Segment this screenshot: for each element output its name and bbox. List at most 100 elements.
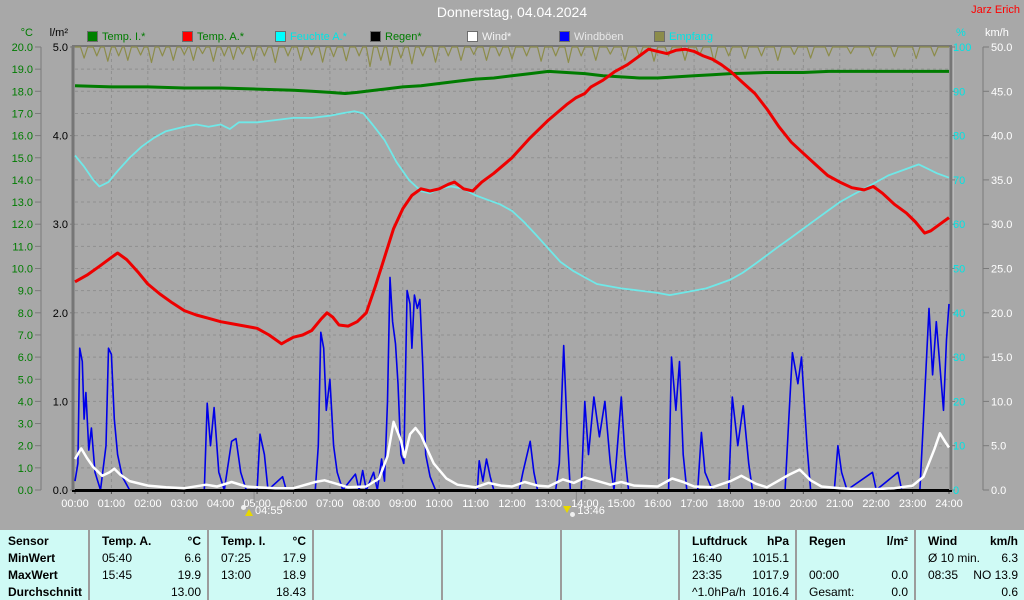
- x-axis-label: 12:00: [498, 498, 526, 510]
- column-unit: km/h: [989, 534, 1018, 548]
- x-axis-label: 22:00: [862, 498, 890, 510]
- x-axis-label: 00:00: [61, 498, 89, 510]
- temp-axis-label: 17.0: [12, 108, 33, 120]
- moonrise-icon: [241, 504, 254, 517]
- legend-item-windböen: Windböen: [559, 30, 624, 43]
- x-axis-label: 06:00: [280, 498, 308, 510]
- cell-time: 08:35: [928, 568, 959, 582]
- legend-swatch: [467, 31, 478, 42]
- legend-swatch: [370, 31, 381, 42]
- humidity-axis-header: %: [956, 27, 966, 39]
- table-column-header: Temp. I. °C: [209, 533, 312, 550]
- table-empty-column: [560, 530, 678, 600]
- table-cell: 15:45 19.9: [90, 567, 207, 584]
- cell-value: 13.00: [170, 585, 201, 599]
- series-feuchte-a--line: [74, 110, 950, 297]
- temp-axis-label: 15.0: [12, 153, 33, 165]
- temp-axis-label: 10.0: [12, 264, 33, 276]
- column-name: Temp. I.: [221, 534, 266, 548]
- humidity-axis-label: 70: [953, 175, 965, 187]
- moon-icon: [570, 512, 576, 517]
- x-axis-label: 14:00: [571, 498, 599, 510]
- rain-axis-label: 2.0: [53, 308, 68, 320]
- table-row-label: MinWert: [8, 551, 56, 565]
- temp-axis-label: 16.0: [12, 131, 33, 143]
- humidity-axis-label: 30: [953, 352, 965, 364]
- table-cell: ^1.0hPa/h 1016.4: [680, 584, 795, 600]
- legend-label: Temp. A.*: [197, 30, 245, 43]
- table-cell: 0.6: [916, 584, 1024, 600]
- x-axis-label: 10:00: [425, 498, 453, 510]
- x-axis-label: 05:00: [243, 498, 271, 510]
- x-axis-label: 16:00: [644, 498, 672, 510]
- temp-axis-label: 6.0: [18, 352, 33, 364]
- x-axis-label: 04:00: [207, 498, 235, 510]
- x-axis-label: 08:00: [353, 498, 381, 510]
- table-cell: 05:40 6.6: [90, 550, 207, 567]
- x-axis-label: 18:00: [717, 498, 745, 510]
- x-axis-label: 15:00: [607, 498, 635, 510]
- moon-icon: [241, 505, 247, 510]
- temp-axis-label: 13.0: [12, 197, 33, 209]
- table-cell: 16:40 1015.1: [680, 550, 795, 567]
- legend-swatch: [654, 31, 665, 42]
- legend-item-wind-: Wind*: [467, 30, 512, 43]
- temp-axis-label: 7.0: [18, 330, 33, 342]
- cell-time: 00:00: [809, 568, 840, 582]
- marker-time-label: 04:55: [255, 504, 283, 517]
- temp-axis-label: 19.0: [12, 64, 33, 76]
- windspeed-axis-label: 30.0: [991, 219, 1012, 231]
- temp-axis-label: 12.0: [12, 219, 33, 231]
- temp-axis-label: 5.0: [18, 374, 33, 386]
- cell-time: 23:35: [692, 568, 723, 582]
- rain-axis-label: 0.0: [53, 485, 68, 497]
- x-axis-label: 02:00: [134, 498, 162, 510]
- cell-value: NO 13.9: [973, 568, 1018, 582]
- humidity-axis-label: 100: [953, 42, 971, 54]
- table-row-label: Sensor: [8, 534, 49, 548]
- x-axis-label: 19:00: [753, 498, 781, 510]
- table-cell: 13:00 18.9: [209, 567, 312, 584]
- stats-table: Sensor MinWert MaxWert Durchschnitt Temp. A.…: [0, 530, 1024, 600]
- table-cell: 18.43: [209, 584, 312, 600]
- table-column-regen: Regen l/m² 00:00 0.0 Gesamt: 0.0: [795, 530, 914, 600]
- column-unit: l/m²: [886, 534, 908, 548]
- x-axis-label: 13:00: [535, 498, 563, 510]
- x-axis-label: 11:00: [462, 498, 489, 510]
- windspeed-axis-header: km/h: [985, 27, 1009, 39]
- humidity-axis-label: 60: [953, 219, 965, 231]
- series-temp-a--line: [74, 47, 950, 346]
- windspeed-axis-label: 40.0: [991, 131, 1012, 143]
- legend-item-temp-i-: Temp. I.*: [87, 30, 146, 43]
- rain-axis-label: 4.0: [53, 131, 68, 143]
- windspeed-axis-label: 0.0: [991, 485, 1006, 497]
- table-column-wind: Wind km/h Ø 10 min. 6.3 08:35 NO 13.9 0.6: [914, 530, 1024, 600]
- arrow-icon: [245, 509, 254, 516]
- humidity-axis-label: 20: [953, 396, 965, 408]
- legend-swatch: [275, 31, 286, 42]
- legend-label: Regen*: [385, 30, 422, 43]
- rain-axis-label: 3.0: [53, 219, 68, 231]
- temp-axis-label: 1.0: [18, 463, 33, 475]
- cell-time: ^1.0hPa/h: [692, 585, 746, 599]
- table-column-temp-a-: Temp. A. °C 05:40 6.6 15:45 19.9 13.00: [88, 530, 207, 600]
- legend-label: Temp. I.*: [102, 30, 146, 43]
- table-cell: 08:35 NO 13.9: [916, 567, 1024, 584]
- column-unit: hPa: [766, 534, 789, 548]
- legend-item-temp-a-: Temp. A.*: [182, 30, 245, 43]
- table-empty-column: [441, 530, 560, 600]
- x-axis-label: 17:00: [680, 498, 708, 510]
- x-axis-label: 24:00: [935, 498, 963, 510]
- legend-label: Wind*: [482, 30, 512, 43]
- temp-axis-label: 18.0: [12, 86, 33, 98]
- column-name: Temp. A.: [102, 534, 152, 548]
- cell-time: 16:40: [692, 551, 723, 565]
- chart-series: [72, 46, 952, 492]
- x-axis-label: 21:00: [826, 498, 854, 510]
- cell-value: 0.0: [891, 585, 908, 599]
- table-empty-column: [312, 530, 441, 600]
- series-temp-i--line: [74, 69, 949, 95]
- table-cell: 23:35 1017.9: [680, 567, 795, 584]
- temp-axis-label: 11.0: [12, 241, 33, 253]
